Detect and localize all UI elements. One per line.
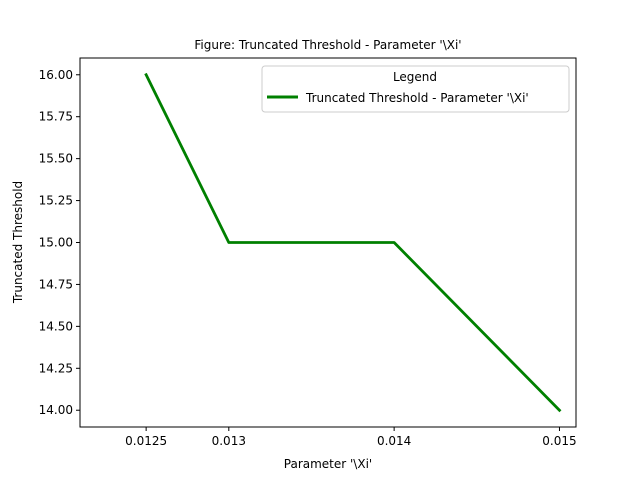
y-tick-label: 15.75 <box>39 110 73 124</box>
legend-series-label: Truncated Threshold - Parameter '\Xi' <box>305 91 529 105</box>
y-tick-label: 14.00 <box>39 403 73 417</box>
x-tick-label: 0.013 <box>212 434 246 448</box>
y-tick-label: 15.00 <box>39 236 73 250</box>
y-tick-label: 14.75 <box>39 277 73 291</box>
x-axis-label: Parameter '\Xi' <box>284 457 372 471</box>
y-tick-label: 15.50 <box>39 152 73 166</box>
plot-frame <box>79 57 577 428</box>
x-tick-label: 0.015 <box>542 434 576 448</box>
x-tick-label: 0.014 <box>377 434 411 448</box>
legend-box <box>261 65 570 113</box>
chart-title: Figure: Truncated Threshold - Parameter … <box>194 38 461 52</box>
x-axis-ticks: 0.0125 0.013 0.014 0.015 <box>125 427 577 448</box>
y-tick-label: 15.25 <box>39 194 73 208</box>
y-tick-label: 16.00 <box>39 68 73 82</box>
y-axis-ticks: 14.00 14.25 14.50 14.75 15.00 15.25 15.50 15.75… <box>39 68 80 417</box>
y-axis-label: Truncated Threshold <box>11 181 25 304</box>
x-tick-label: 0.0125 <box>125 434 167 448</box>
series-line <box>144 72 562 413</box>
y-tick-label: 14.50 <box>39 319 73 333</box>
legend-title: Legend <box>393 70 437 84</box>
y-tick-label: 14.25 <box>39 361 73 375</box>
series-layer <box>144 72 562 413</box>
legend: Legend Truncated Threshold - Parameter '… <box>261 65 570 113</box>
